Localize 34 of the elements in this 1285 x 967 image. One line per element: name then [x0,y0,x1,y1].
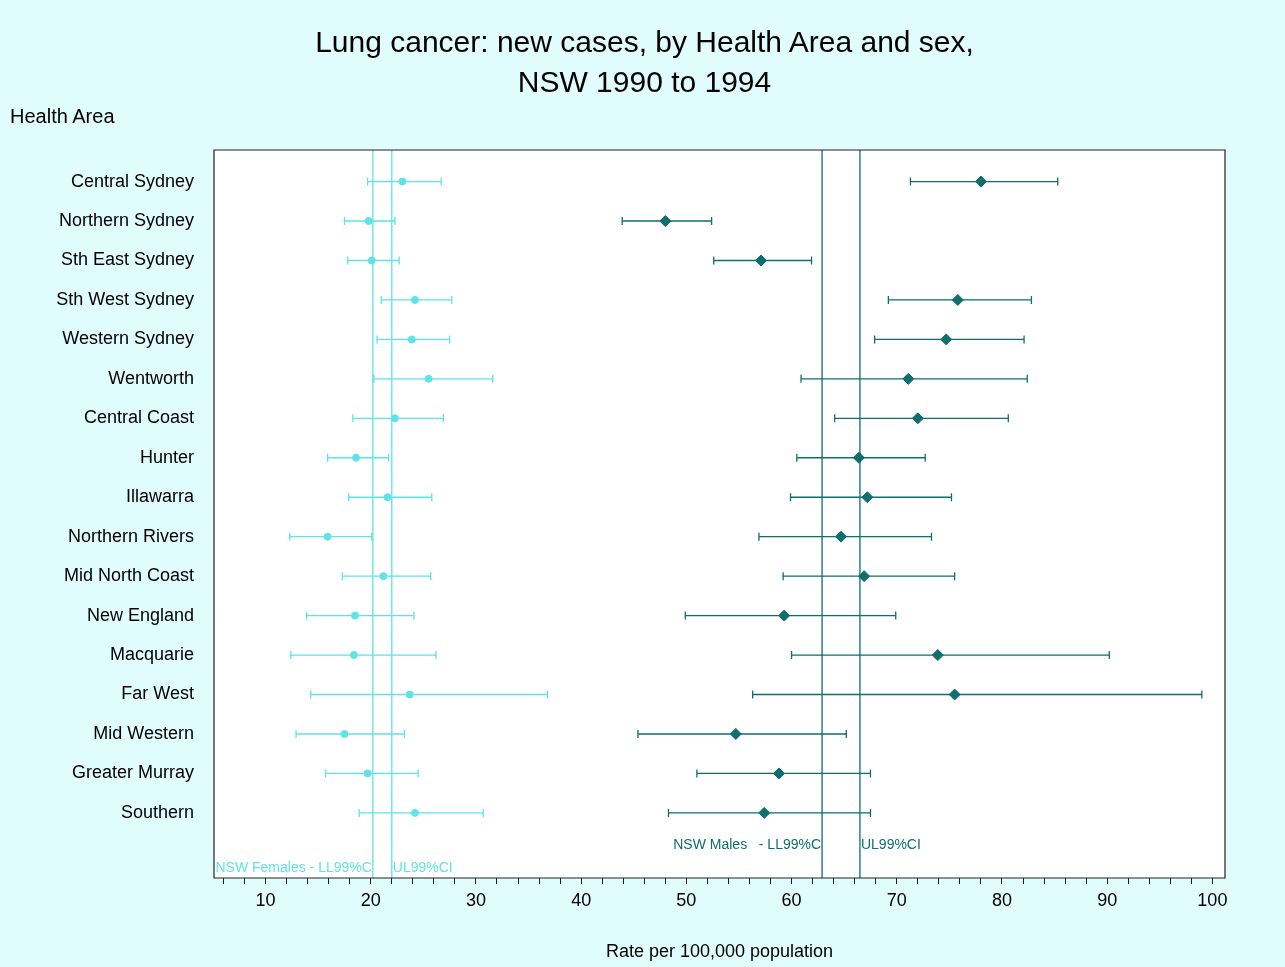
y-tick-label: Mid Western [93,722,194,743]
x-tick-label: 30 [465,889,486,910]
y-tick-label: New England [86,604,194,625]
ref-line-label: UL99%CI [860,836,921,852]
y-tick-label: Sth East Sydney [60,249,194,270]
x-tick-label: 90 [1097,889,1118,910]
x-tick-label: 80 [991,889,1012,910]
y-tick-label: Northern Sydney [58,209,194,230]
y-tick-label: Greater Murray [71,762,194,783]
x-tick-label: 100 [1197,889,1228,910]
y-tick-label: Mid North Coast [63,565,194,586]
y-tick-label: Western Sydney [62,328,194,349]
y-axis-title: Health Area [10,105,115,128]
x-tick-label: 40 [571,889,592,910]
y-tick-label: Sth West Sydney [56,288,194,309]
ref-line-label: NSW Males - LL99%C [673,836,822,852]
y-tick-label: Macquarie [109,644,194,665]
x-tick-label: 50 [676,889,697,910]
x-axis-title: Rate per 100,000 population [605,941,834,962]
y-tick-label: Wentworth [108,367,194,388]
x-tick-label: 10 [255,889,276,910]
y-tick-label: Illawarra [125,486,195,507]
x-tick-label: 60 [781,889,802,910]
y-tick-label: Far West [121,683,194,704]
y-tick-label: Northern Rivers [67,525,194,546]
y-tick-label: Central Coast [83,407,194,428]
y-tick-label: Southern [120,801,194,822]
y-tick-label: Central Sydney [70,170,194,191]
x-tick-label: 70 [886,889,907,910]
chart-title: Lung cancer: new cases, by Health Area and sex, NSW 1990 to 1994 [314,24,975,100]
ref-line-label: NSW Females - LL99%C [215,859,372,875]
x-tick-label: 20 [360,889,381,910]
y-tick-label: Hunter [139,446,194,467]
ref-line-label: UL99%CI [392,859,453,875]
